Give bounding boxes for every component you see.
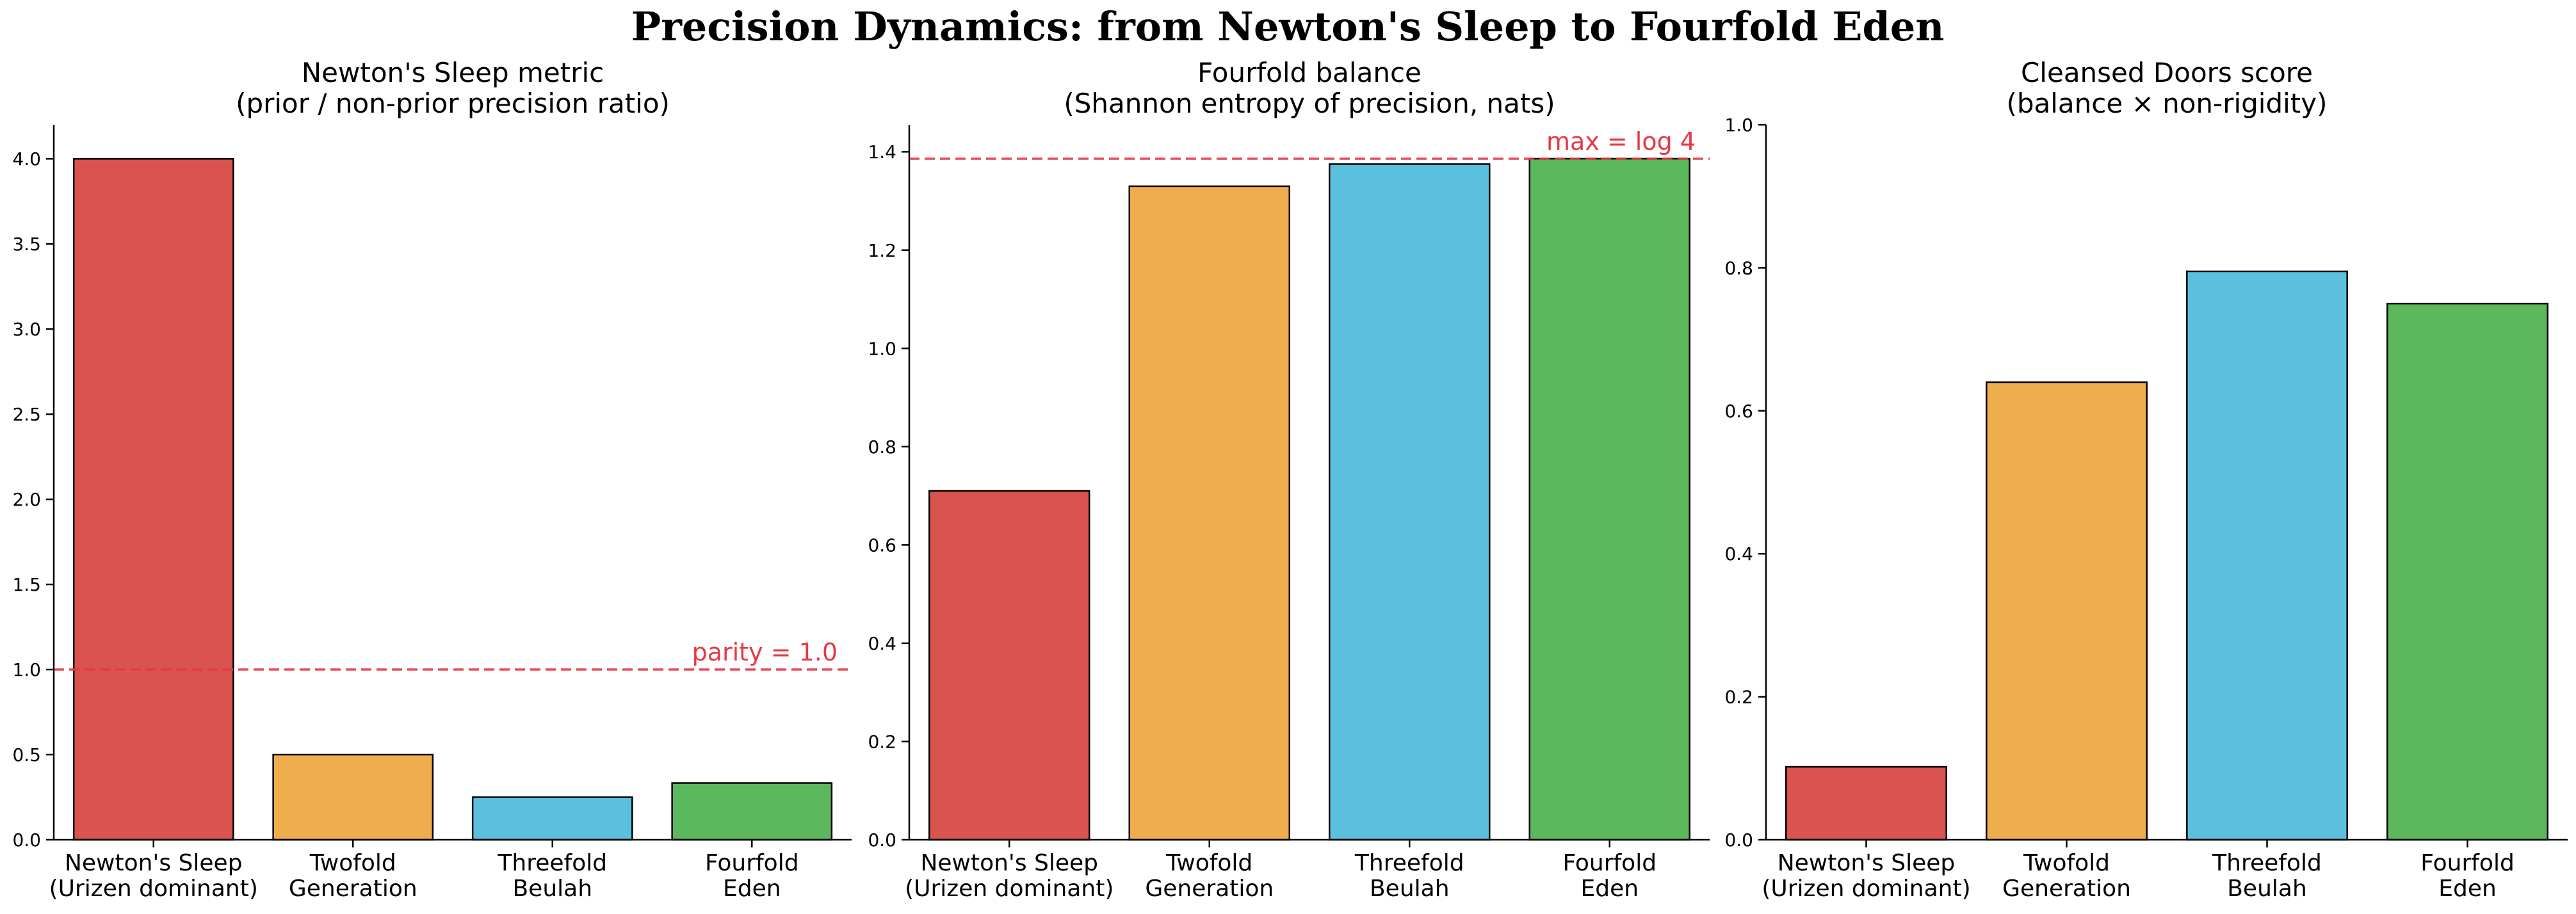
x-tick-label: Eden [723, 876, 781, 902]
y-tick-label: 1.5 [12, 574, 41, 595]
bar-1 [72, 157, 234, 841]
x-tick-label: (Urizen dominant) [905, 876, 1114, 902]
x-tick-label: (Urizen dominant) [1762, 876, 1970, 902]
x-tick-label: Generation [289, 876, 417, 902]
x-tick-label: Threefold [1354, 850, 1464, 876]
reference-line-label: max = log 4 [1546, 127, 1696, 156]
x-tick-label: Newton's Sleep [65, 850, 243, 876]
x-tick-label: Generation [2002, 876, 2131, 902]
y-tick-label: 0.0 [1724, 830, 1753, 851]
x-tick-label: (Urizen dominant) [49, 876, 258, 902]
reference-line-label: parity = 1.0 [692, 638, 838, 666]
chart-subtitle: (prior / non-prior precision ratio) [236, 88, 670, 119]
y-tick-label: 2.5 [12, 404, 41, 425]
x-tick-label: Newton's Sleep [920, 850, 1098, 876]
y-tick-label: 1.2 [868, 240, 896, 261]
chart-panel-3: Cleansed Doors score(balance × non-rigid… [1724, 57, 2568, 902]
y-tick-label: 0.8 [868, 437, 896, 458]
x-tick-label: Newton's Sleep [1778, 850, 1956, 876]
y-tick-label: 0.2 [868, 731, 896, 752]
y-tick-label: 0.8 [1724, 257, 1753, 278]
bar-2 [272, 753, 434, 841]
x-tick-label: Twofold [1165, 850, 1252, 876]
x-tick-label: Threefold [497, 850, 607, 876]
y-tick-label: 0.0 [12, 830, 41, 851]
chart-subtitle: (balance × non-rigidity) [2006, 88, 2327, 119]
y-tick-label: 3.5 [12, 234, 41, 255]
x-tick-label: Beulah [1370, 876, 1450, 902]
x-tick-label: Generation [1145, 876, 1274, 902]
bar-4 [671, 782, 833, 841]
bar-1 [928, 490, 1090, 841]
bar-3 [1329, 163, 1491, 841]
chart-panel-1: Newton's Sleep metric(prior / non-prior … [12, 57, 852, 902]
x-tick-label: Fourfold [1562, 850, 1657, 876]
chart-title: Cleansed Doors score [2021, 57, 2313, 88]
y-tick-label: 0.4 [1724, 543, 1753, 565]
chart-title: Fourfold balance [1197, 57, 1422, 88]
bar-2 [1128, 185, 1290, 841]
x-tick-label: Eden [1580, 876, 1639, 902]
y-tick-label: 1.4 [868, 141, 896, 163]
x-tick-label: Fourfold [705, 850, 799, 876]
bar-2 [1986, 381, 2148, 841]
bar-3 [471, 796, 633, 841]
x-tick-label: Threefold [2212, 850, 2322, 876]
y-tick-label: 1.0 [1724, 115, 1753, 136]
x-tick-label: Eden [2438, 876, 2497, 902]
figure-suptitle: Precision Dynamics: from Newton's Sleep … [631, 3, 1945, 50]
x-tick-label: Twofold [309, 850, 396, 876]
x-tick-label: Twofold [2023, 850, 2110, 876]
x-tick-label: Beulah [512, 876, 592, 902]
y-tick-label: 1.0 [868, 338, 896, 359]
y-tick-label: 0.6 [868, 534, 896, 556]
bar-3 [2186, 270, 2348, 841]
chart-title: Newton's Sleep metric [302, 57, 604, 88]
bar-1 [1785, 766, 1947, 841]
y-tick-label: 1.0 [12, 659, 41, 680]
y-tick-label: 0.6 [1724, 401, 1753, 422]
y-tick-label: 0.2 [1724, 687, 1753, 708]
x-tick-label: Beulah [2227, 876, 2307, 902]
chart-panel-2: Fourfold balance(Shannon entropy of prec… [868, 57, 1710, 902]
x-tick-label: Fourfold [2420, 850, 2515, 876]
y-tick-label: 4.0 [12, 148, 41, 170]
y-tick-label: 0.5 [12, 744, 41, 766]
bar-4 [1528, 157, 1690, 841]
bar-4 [2386, 303, 2548, 841]
y-tick-label: 0.4 [868, 633, 896, 654]
chart-subtitle: (Shannon entropy of precision, nats) [1064, 88, 1555, 119]
y-tick-label: 0.0 [868, 830, 896, 851]
y-tick-label: 3.0 [12, 319, 41, 340]
y-tick-label: 2.0 [12, 489, 41, 510]
